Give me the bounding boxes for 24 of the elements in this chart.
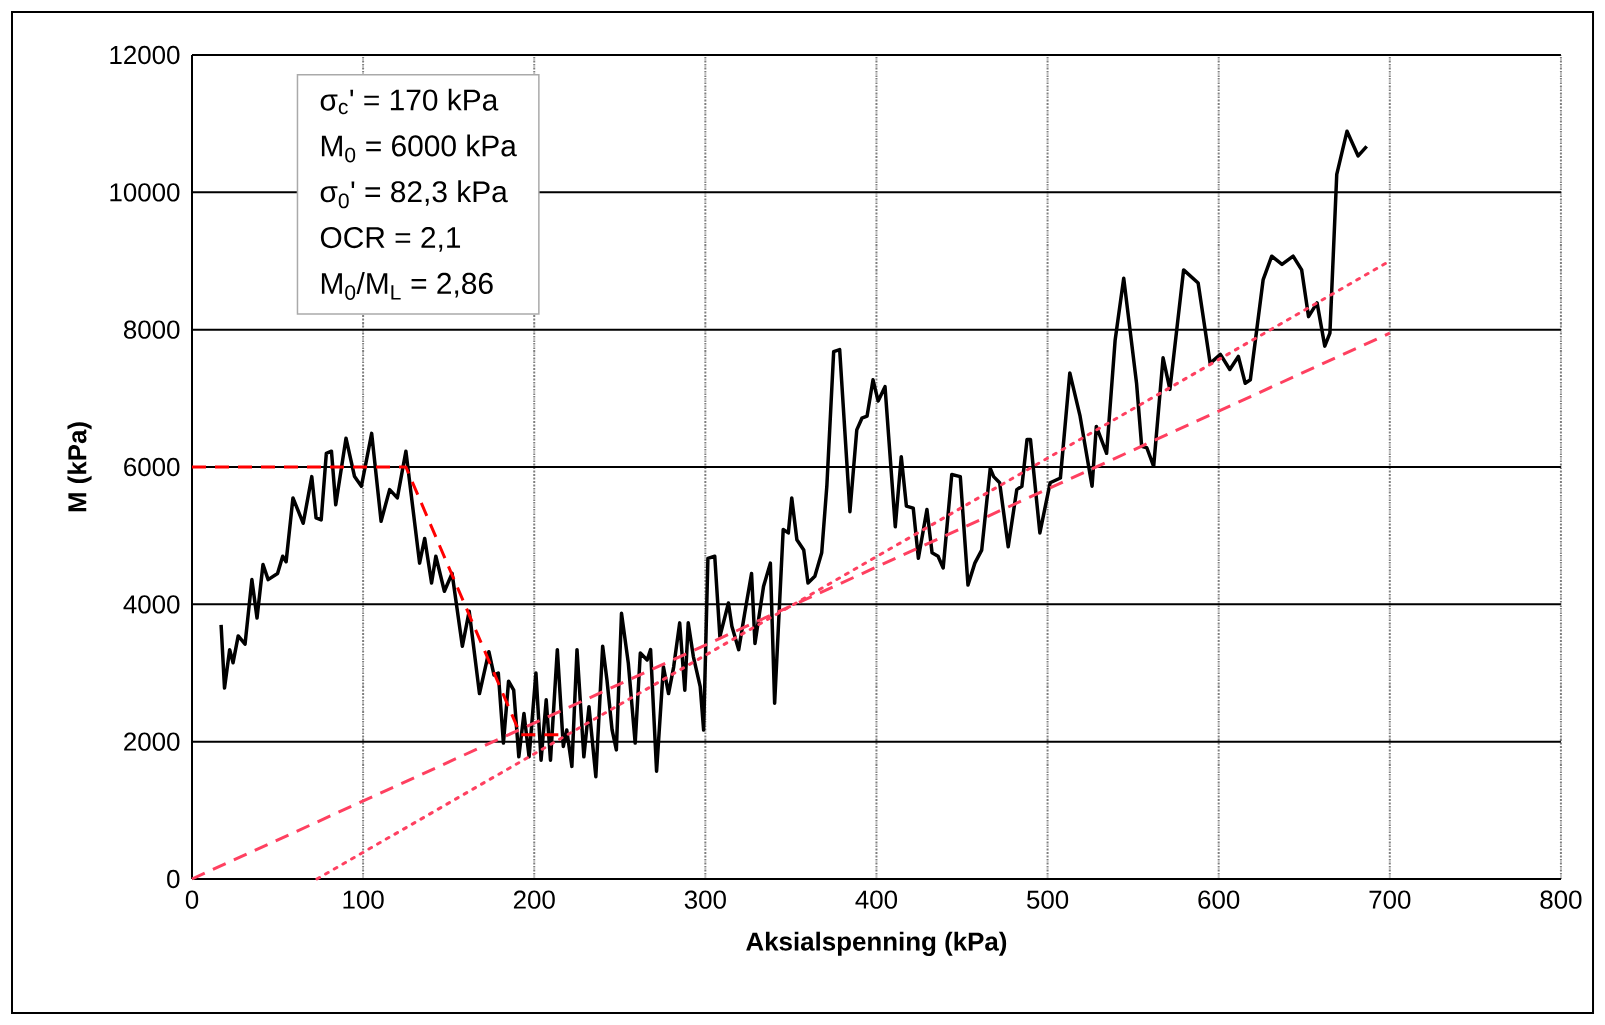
y-tick-label: 6000 xyxy=(124,457,180,477)
x-tick-label: 200 xyxy=(513,890,555,909)
x-tick-label: 300 xyxy=(684,890,726,909)
x-tick-label: 600 xyxy=(1198,890,1240,909)
annotation: M$_{0}$ = 6000 kPa xyxy=(321,134,517,163)
annotation: σ$_{c}$' = 170 kPa xyxy=(320,88,499,115)
x-axis-title: Aksialspenning (kPa) xyxy=(746,931,1007,956)
y-tick-label: 10000 xyxy=(110,183,180,202)
x-tick-label: 400 xyxy=(855,890,898,909)
y-tick-label: 8000 xyxy=(123,320,180,339)
x-tick-label: 800 xyxy=(1540,890,1582,909)
annotation: M$_{0}$/M$_{L}$ = 2,86 xyxy=(321,272,493,300)
x-tick-label: 500 xyxy=(1026,890,1069,909)
annotation: OCR = 2,1 xyxy=(320,226,461,252)
y-tick-label: 4000 xyxy=(123,595,180,614)
x-tick-label: 0 xyxy=(185,890,199,909)
annotation: σ$_{0}$' = 82,3 kPa xyxy=(320,180,508,209)
y-tick-label: 2000 xyxy=(124,732,180,751)
y-tick-label: 12000 xyxy=(110,45,180,65)
y-tick-label: 0 xyxy=(167,869,180,889)
y-axis-title: M (kPa) xyxy=(67,422,92,512)
x-tick-label: 100 xyxy=(343,890,384,909)
x-tick-label: 700 xyxy=(1369,890,1411,909)
line-series xyxy=(219,129,1369,779)
